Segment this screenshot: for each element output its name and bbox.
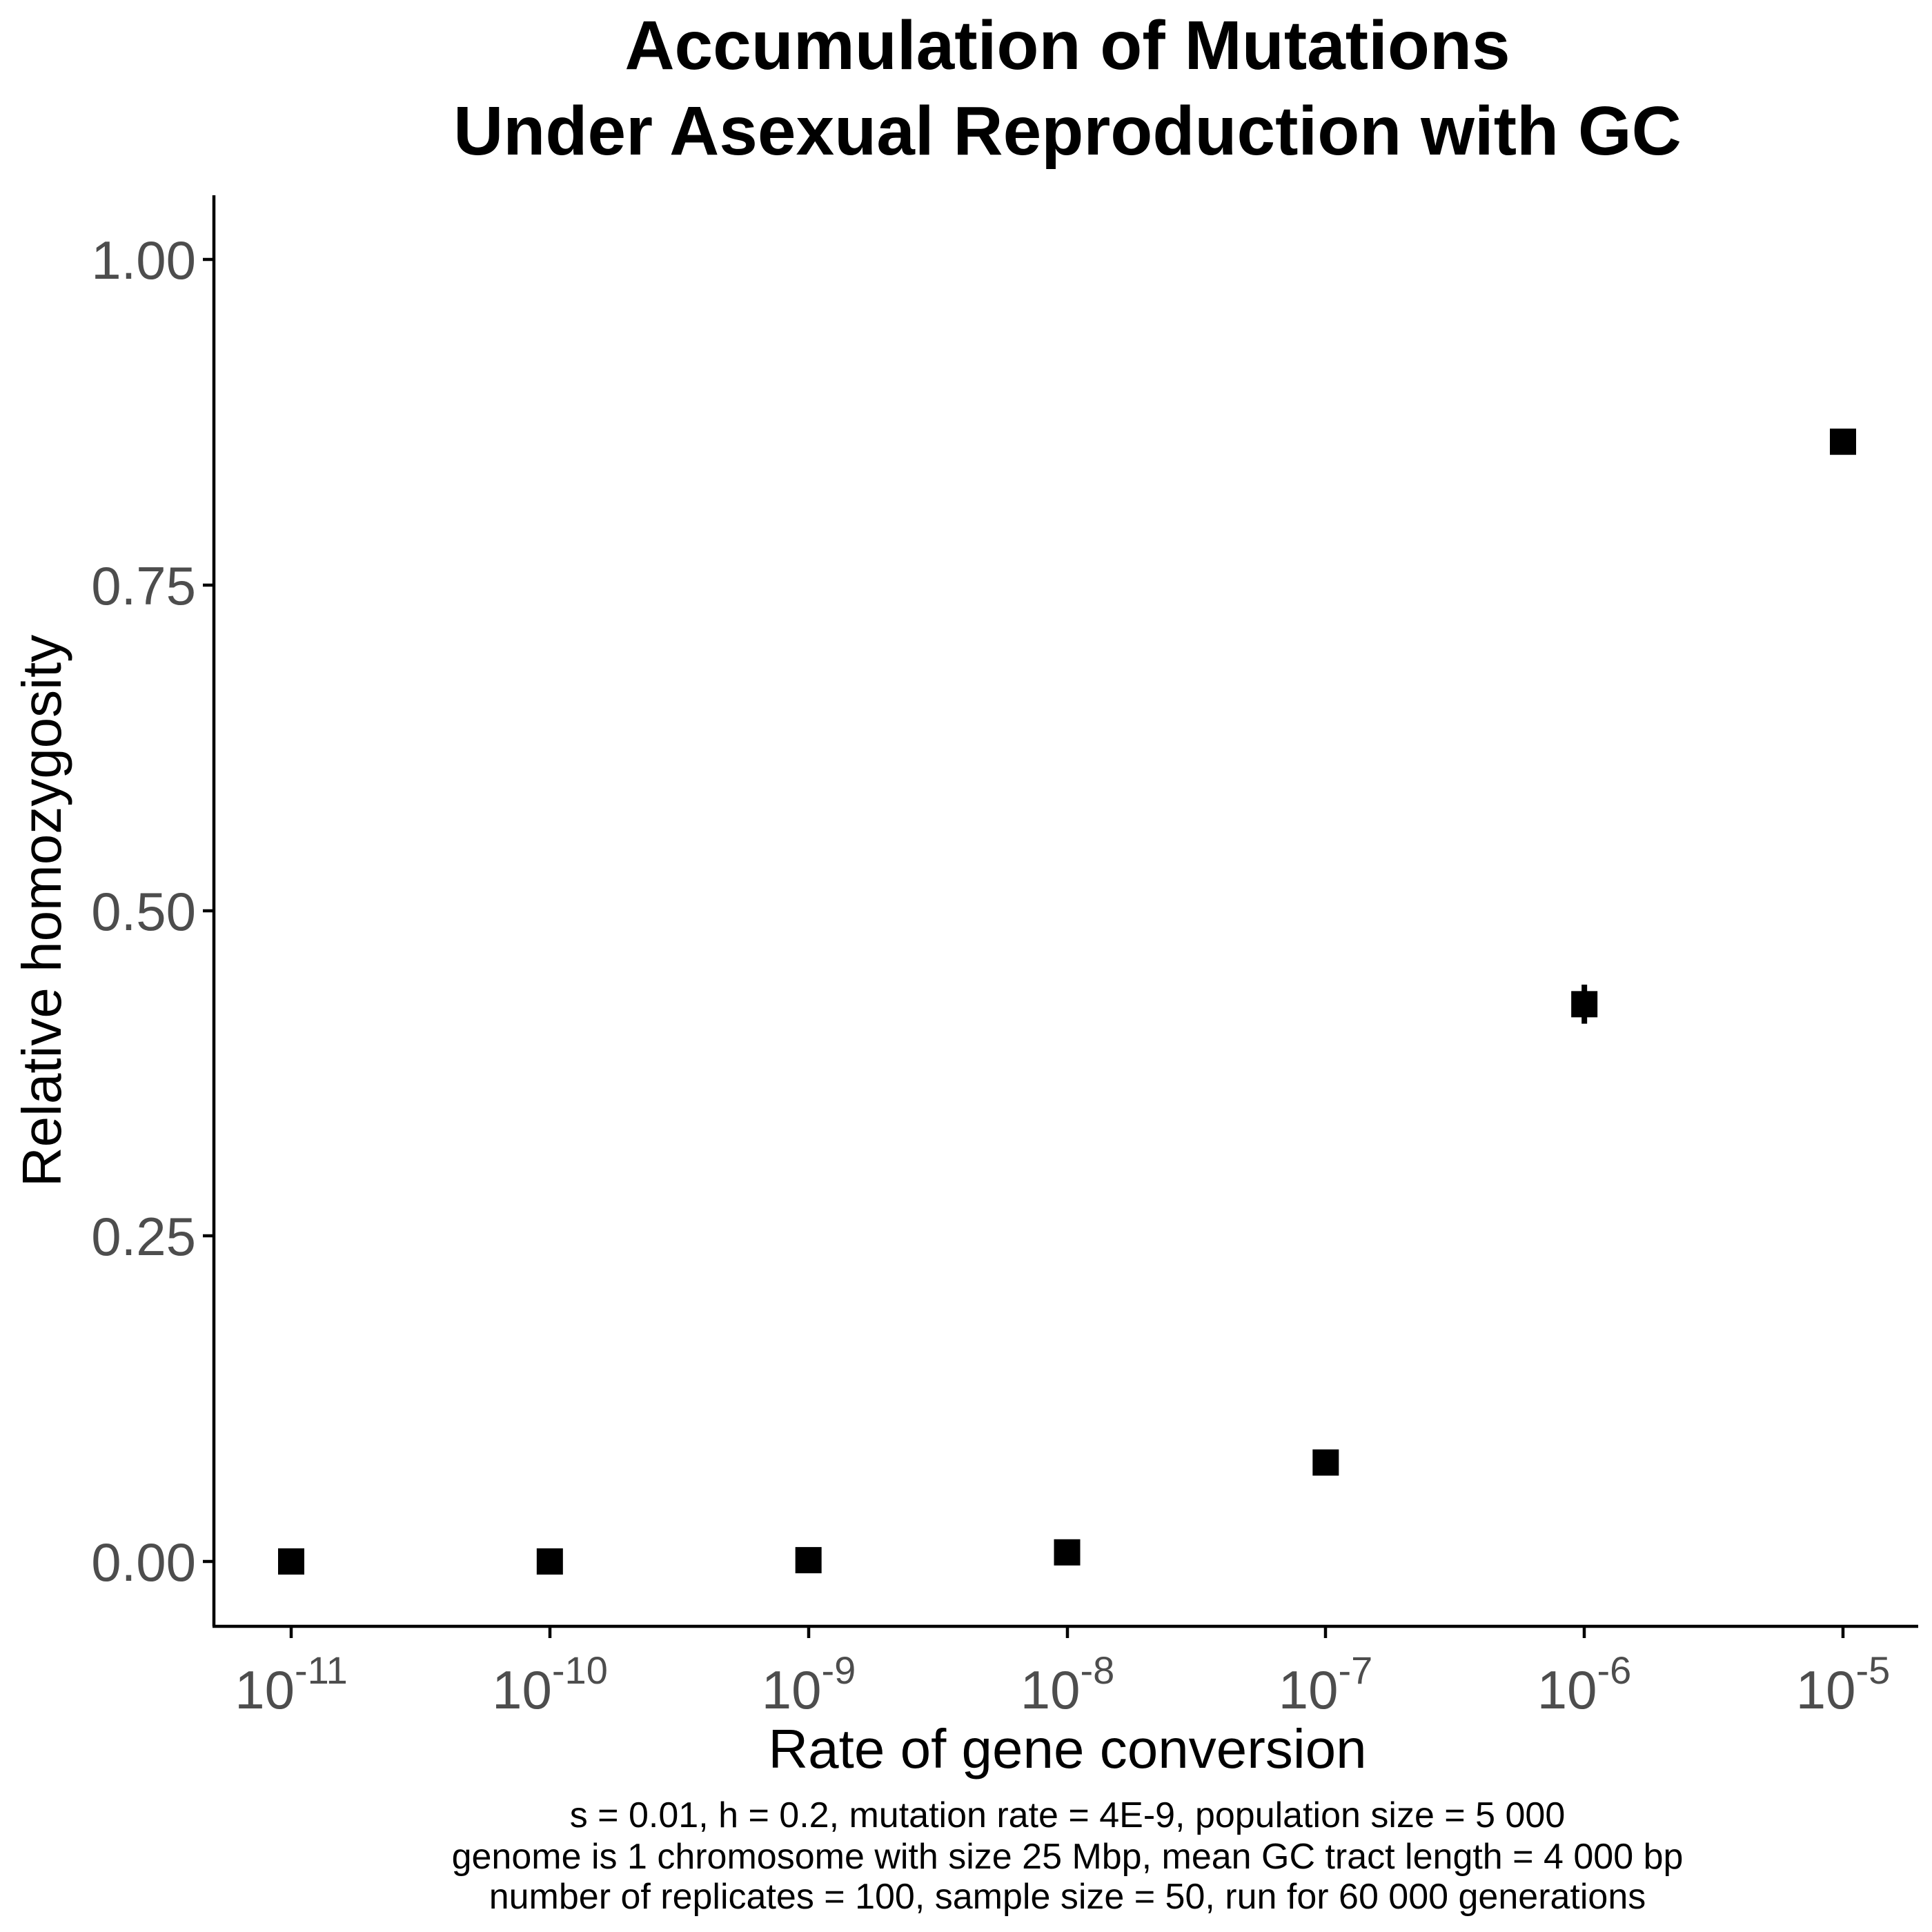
data-points xyxy=(278,428,1856,1575)
data-point xyxy=(795,1547,822,1574)
x-tick-label: 10-10 xyxy=(492,1648,608,1720)
x-tick-label: 10-7 xyxy=(1279,1648,1373,1720)
y-tick-label: 0.50 xyxy=(91,881,196,942)
data-point xyxy=(536,1548,563,1575)
x-tick-label: 10-11 xyxy=(235,1648,348,1720)
caption-line-1: s = 0.01, h = 0.2, mutation rate = 4E-9,… xyxy=(570,1795,1566,1835)
y-axis-title: Relative homozygosity xyxy=(11,635,72,1187)
data-point xyxy=(1312,1449,1339,1476)
chart-title-line-2: Under Asexual Reproduction with GC xyxy=(453,92,1682,170)
y-tick-label: 0.25 xyxy=(91,1206,196,1267)
data-point xyxy=(278,1548,304,1575)
x-tick-label: 10-8 xyxy=(1021,1648,1115,1720)
data-point xyxy=(1054,1539,1081,1566)
x-tick-label: 10-6 xyxy=(1537,1648,1632,1720)
y-tick-label: 0.75 xyxy=(91,555,196,616)
x-tick-label: 10-5 xyxy=(1796,1648,1891,1720)
x-axis-title: Rate of gene conversion xyxy=(768,1718,1366,1780)
x-tick-label: 10-9 xyxy=(762,1648,856,1720)
data-point xyxy=(1571,991,1598,1018)
chart-title-line-1: Accumulation of Mutations xyxy=(624,7,1510,84)
caption-line-2: genome is 1 chromosome with size 25 Mbp,… xyxy=(452,1837,1684,1877)
caption-line-3: number of replicates = 100, sample size … xyxy=(489,1877,1646,1917)
data-point xyxy=(1830,428,1856,455)
y-tick-label: 0.00 xyxy=(91,1532,196,1593)
y-tick-label: 1.00 xyxy=(91,230,196,290)
